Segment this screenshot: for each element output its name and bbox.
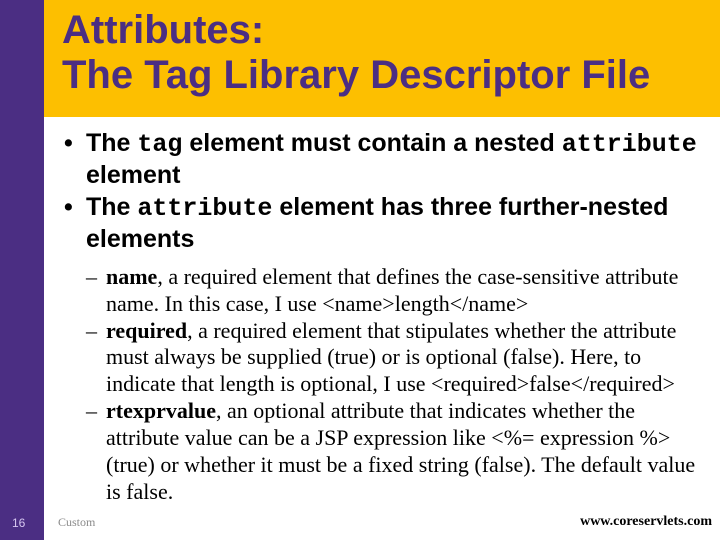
bullet-list: The tag element must contain a nested at… (62, 128, 702, 254)
sub-1-label: name (106, 264, 157, 289)
sidebar-accent (0, 0, 44, 540)
bullet-1-code-attribute: attribute (562, 130, 697, 159)
bullet-1-pre: The (86, 129, 137, 157)
slide-body: The tag element must contain a nested at… (62, 128, 702, 505)
sub-2-text: , a required element that stipulates whe… (106, 318, 676, 397)
sub-bullet-rtexprvalue: rtexprvalue, an optional attribute that … (84, 398, 702, 505)
slide-title: Attributes: The Tag Library Descriptor F… (62, 8, 650, 98)
bullet-1-code-tag: tag (137, 130, 182, 159)
sub-bullet-required: required, a required element that stipul… (84, 318, 702, 398)
bullet-item-1: The tag element must contain a nested at… (62, 128, 702, 190)
bullet-2-pre: The (86, 193, 137, 221)
bullet-1-mid: element must contain a nested (182, 129, 561, 157)
sub-3-label: rtexprvalue (106, 398, 216, 423)
slide-number: 16 (12, 516, 25, 530)
title-line-1: Attributes: (62, 8, 650, 53)
sub-2-label: required (106, 318, 187, 343)
title-line-2: The Tag Library Descriptor File (62, 53, 650, 98)
sub-1-text: , a required element that defines the ca… (106, 264, 678, 316)
footer-right: www.coreservlets.com (580, 514, 712, 530)
sub-bullet-list: name, a required element that defines th… (84, 264, 702, 505)
sub-bullet-name: name, a required element that defines th… (84, 264, 702, 318)
bullet-1-post: element (86, 161, 180, 189)
bullet-item-2: The attribute element has three further-… (62, 192, 702, 254)
footer-left: Custom (58, 515, 95, 530)
bullet-2-code-attribute: attribute (137, 194, 272, 223)
